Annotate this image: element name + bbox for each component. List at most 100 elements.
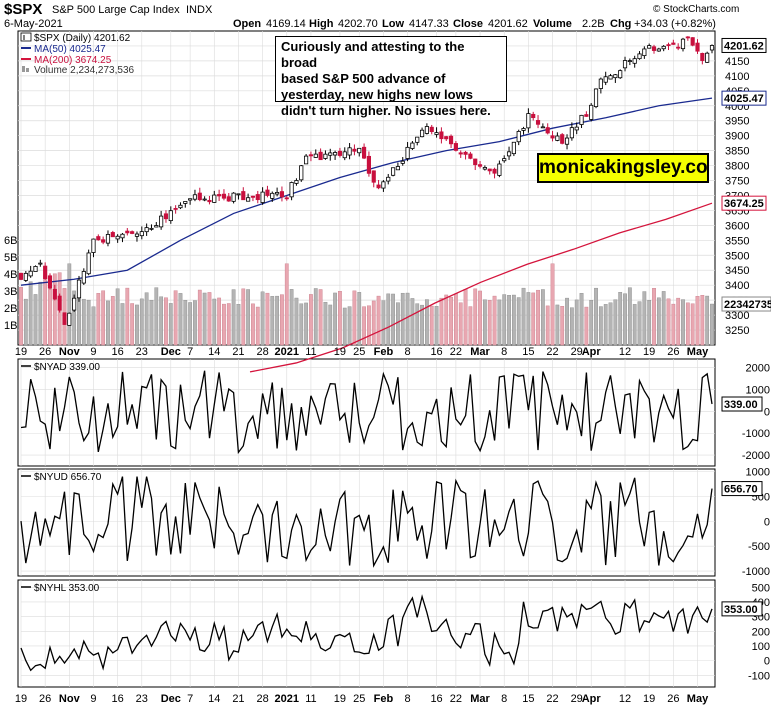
volume-bar: [652, 288, 656, 346]
volume-bar: [173, 290, 178, 346]
volume-bar: [695, 296, 700, 346]
candle-body: [506, 151, 512, 157]
x-tick-label: 2021: [275, 346, 299, 358]
volume-bar: [603, 304, 608, 346]
volume-bar: [647, 300, 652, 346]
candle-body: [390, 167, 396, 176]
nyad-line: [20, 370, 713, 455]
volume-bar: [23, 298, 28, 346]
candle-body: [647, 45, 652, 49]
volume-bar: [497, 299, 502, 346]
volume-bar: [531, 292, 536, 346]
x-tick-label: 15: [522, 346, 534, 358]
volume-bar: [72, 290, 77, 346]
price-legend: $SPX (Daily) 4201.62 MA(50) 4025.47 MA(2…: [20, 32, 135, 76]
candle-body: [197, 192, 202, 201]
candle-body: [603, 76, 608, 83]
candle-body: [47, 275, 53, 289]
candle-body: [202, 198, 207, 201]
x-tick-label: 9: [90, 346, 96, 358]
x-tick-label: 26: [667, 346, 679, 358]
candle-body: [236, 193, 241, 196]
x-tick-label: 8: [501, 346, 507, 358]
candle-body: [101, 239, 106, 243]
nyad-title-text: $NYAD 339.00: [34, 362, 100, 373]
volume-bar: [313, 288, 318, 346]
volume-bar: [468, 306, 473, 346]
nyud-title-text: $NYUD 656.70: [34, 472, 102, 483]
candle-body: [487, 168, 492, 172]
nyud-title: $NYUD 656.70: [21, 472, 102, 483]
volume-bar: [159, 296, 164, 346]
volume-tick-label: 3B: [4, 286, 17, 298]
candle-body: [275, 192, 280, 195]
nyud-panel-frame: [17, 468, 716, 577]
volume-bar: [565, 297, 569, 346]
x-tick-label: 2021: [275, 693, 299, 705]
note-line: based S&P 500 advance of: [281, 71, 446, 86]
candle-body: [666, 44, 671, 47]
price-tick-label: 3550: [725, 235, 749, 247]
volume-bar: [444, 294, 449, 346]
x-tick-label: 26: [39, 693, 51, 705]
volume-bar: [357, 292, 362, 346]
price-tick-label: 3750: [725, 176, 749, 188]
low-label: Low: [382, 18, 404, 30]
candle-body: [110, 232, 115, 238]
candle-body: [81, 271, 86, 284]
candle-body: [680, 38, 686, 50]
candle-body: [96, 236, 101, 241]
volume-bar: [352, 290, 357, 346]
candle-body: [284, 197, 289, 200]
candle-body: [337, 150, 343, 156]
x-tick-label: 22: [450, 346, 462, 358]
commentary-note: Curiously and attesting to the broad bas…: [275, 36, 507, 118]
x-tick-label: 19: [643, 693, 655, 705]
candle-body: [540, 126, 545, 129]
candle-body: [352, 148, 357, 152]
volume-bar: [338, 291, 342, 346]
candle-body: [217, 194, 222, 197]
candle-body: [492, 168, 497, 174]
candle-body: [705, 52, 710, 63]
candle-body: [690, 37, 695, 46]
candle-body: [241, 191, 246, 201]
candle-body: [405, 146, 410, 159]
candle-body: [67, 312, 72, 326]
candle-body: [709, 45, 715, 51]
volume-bars: [19, 263, 714, 346]
x-tick-label: Nov: [59, 693, 81, 705]
volume-bar: [110, 296, 115, 346]
volume-bar: [120, 303, 125, 346]
nyhl-badge-text: 353.00: [724, 604, 758, 616]
volume-bar: [67, 263, 72, 346]
price-candles: [18, 36, 715, 326]
candle-body: [671, 42, 676, 45]
volume-bar: [429, 305, 434, 346]
volume-bar: [584, 306, 589, 346]
volume-bar: [265, 292, 270, 346]
candle-body: [415, 136, 420, 143]
volume-bar: [661, 291, 666, 346]
x-tick-label: 21: [232, 346, 244, 358]
price-tick-label: 3600: [725, 220, 749, 232]
candle-body: [279, 191, 285, 198]
chg-value: +34.03 (+0.82%): [634, 18, 716, 30]
ma200-path: [249, 202, 713, 373]
volume-bar: [328, 304, 333, 346]
candle-body: [221, 193, 227, 199]
volume-bar: [255, 306, 260, 346]
x-tick-label: 14: [208, 693, 220, 705]
volume-bar: [251, 303, 255, 346]
volume-bar: [260, 291, 265, 346]
volume-bar: [415, 303, 420, 346]
volume-label: Volume: [533, 18, 572, 30]
x-tick-label: 29: [571, 693, 583, 705]
volume-bar: [632, 304, 637, 346]
volume-bar: [627, 287, 632, 346]
candle-body: [313, 153, 318, 158]
x-tick-label: Apr: [582, 693, 602, 705]
candle-body: [560, 134, 565, 144]
candle-body: [419, 129, 425, 138]
